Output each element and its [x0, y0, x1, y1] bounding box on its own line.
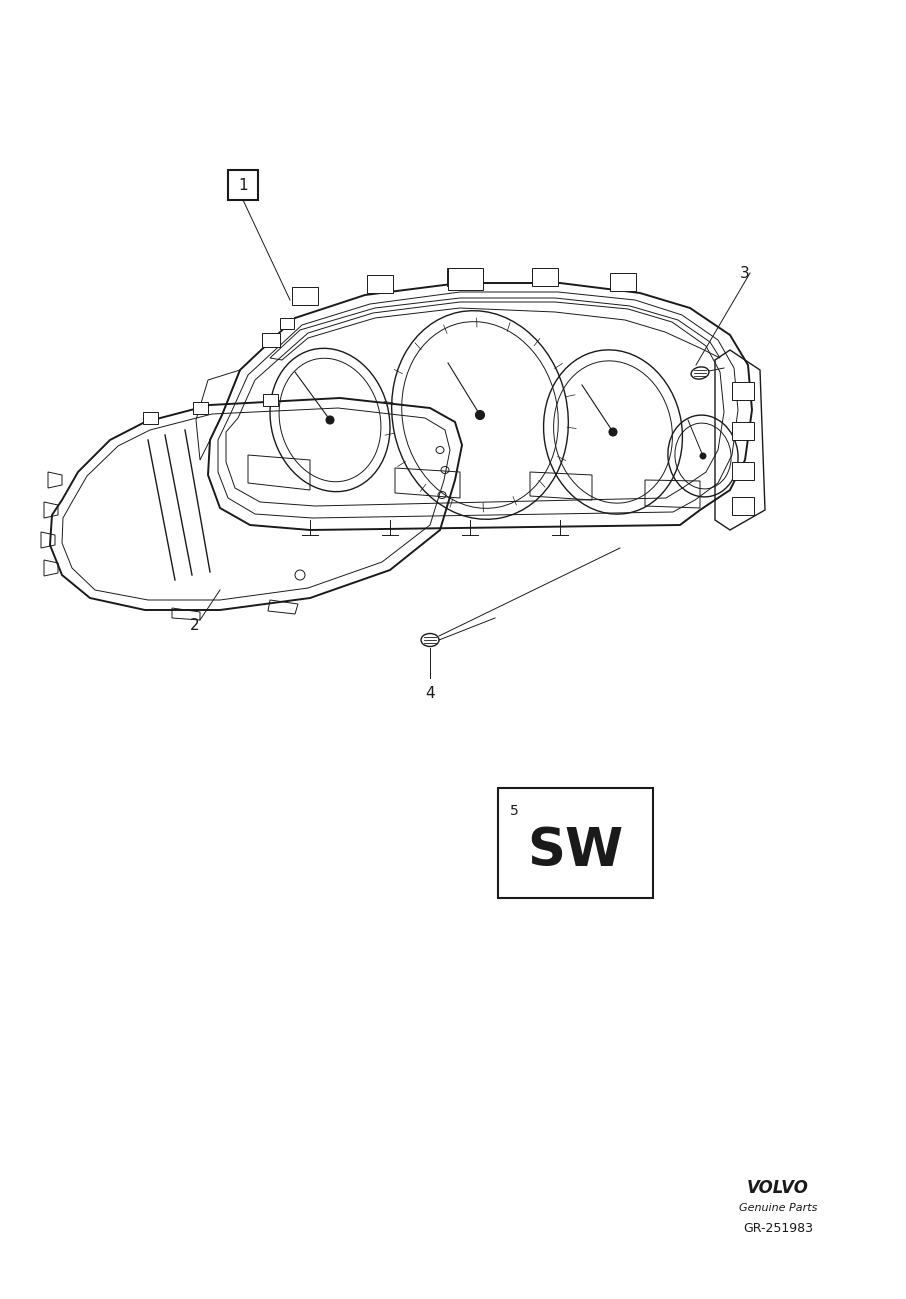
Bar	[143, 412, 158, 423]
Bar	[193, 401, 208, 414]
Bar	[498, 788, 653, 898]
Bar	[292, 287, 318, 305]
Text: Genuine Parts: Genuine Parts	[738, 1203, 817, 1213]
Text: 1: 1	[238, 178, 248, 192]
Bar	[448, 268, 483, 290]
Text: 5: 5	[510, 804, 519, 818]
Bar	[367, 275, 393, 294]
Bar	[732, 462, 754, 481]
Bar	[262, 333, 280, 347]
Text: 4: 4	[425, 686, 435, 700]
Bar	[732, 382, 754, 400]
Bar	[280, 318, 294, 329]
Bar	[532, 268, 558, 286]
Bar	[228, 170, 258, 200]
Ellipse shape	[326, 416, 334, 423]
Text: VOLVO: VOLVO	[747, 1179, 809, 1196]
Ellipse shape	[700, 453, 706, 459]
Bar	[732, 422, 754, 440]
Text: 3: 3	[740, 265, 750, 281]
Text: GR-251983: GR-251983	[743, 1221, 813, 1234]
Bar	[447, 268, 473, 286]
Text: SW: SW	[527, 825, 623, 877]
Bar	[732, 498, 754, 514]
Ellipse shape	[609, 427, 617, 436]
Bar	[610, 273, 636, 291]
Ellipse shape	[476, 410, 485, 420]
Text: 2: 2	[190, 617, 200, 633]
Bar	[263, 394, 278, 407]
